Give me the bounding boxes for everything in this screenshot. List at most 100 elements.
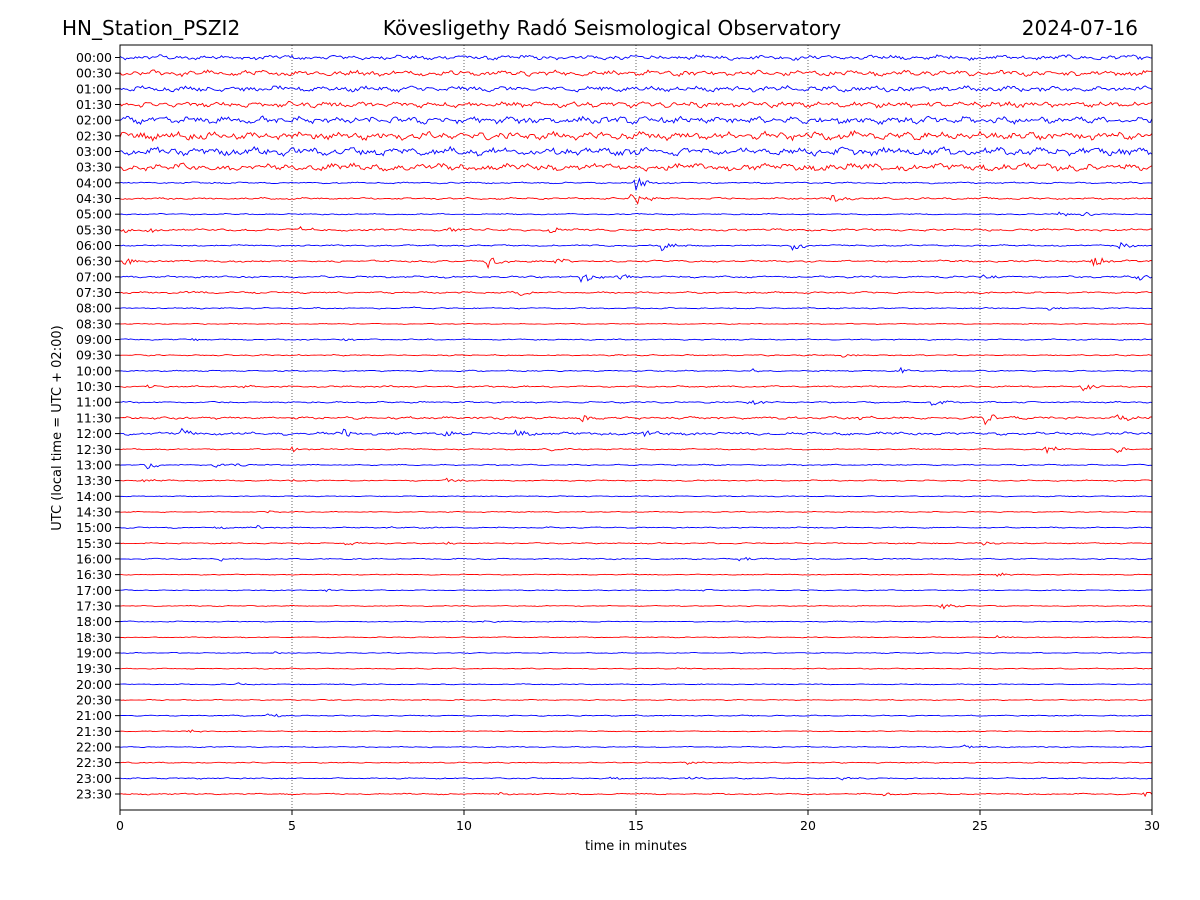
plot-frame <box>119 44 1153 811</box>
y-tick-label-0500: 05:00 <box>76 207 112 222</box>
trace-2300 <box>119 776 1153 781</box>
y-tick-label-1300: 13:00 <box>76 457 112 472</box>
trace-0530 <box>119 226 1153 234</box>
y-tick-label-0400: 04:00 <box>76 175 112 190</box>
y-tick-label-0530: 05:30 <box>76 222 112 237</box>
y-tick-label-0100: 01:00 <box>76 81 112 96</box>
y-tick-label-0130: 01:30 <box>76 97 112 112</box>
y-tick-label-1030: 10:30 <box>76 379 112 394</box>
trace-0730 <box>119 290 1153 296</box>
y-tick-label-1400: 14:00 <box>76 489 112 504</box>
trace-2130 <box>119 729 1153 734</box>
trace-1530 <box>119 541 1153 546</box>
trace-2100 <box>119 713 1153 718</box>
trace-1830 <box>119 634 1153 639</box>
trace-1700 <box>120 588 1153 593</box>
trace-1500 <box>119 524 1152 530</box>
trace-0300 <box>119 145 1153 157</box>
trace-1600 <box>119 556 1153 562</box>
trace-1330 <box>119 477 1153 483</box>
y-tick-label-1900: 19:00 <box>76 645 112 660</box>
trace-1130 <box>119 414 1153 426</box>
y-axis-label: UTC (local time = UTC + 02:00) <box>50 325 65 530</box>
seismic-traces <box>119 54 1153 798</box>
trace-1230 <box>119 445 1153 455</box>
trace-1000 <box>119 366 1153 374</box>
y-tick-label-2030: 20:30 <box>76 692 112 707</box>
y-tick-label-1200: 12:00 <box>76 426 112 441</box>
trace-2330 <box>119 791 1153 798</box>
trace-2200 <box>120 744 1153 749</box>
y-tick-label-1230: 12:30 <box>76 442 112 457</box>
y-tick-label-1330: 13:30 <box>76 473 112 488</box>
trace-0400 <box>120 176 1153 191</box>
y-tick-label-0930: 09:30 <box>76 348 112 363</box>
y-tick-label-0730: 07:30 <box>76 285 112 300</box>
x-tick-label-15: 15 <box>628 818 644 833</box>
trace-1400 <box>119 495 1153 498</box>
y-tick-label-2230: 22:30 <box>76 755 112 770</box>
y-tick-label-2000: 20:00 <box>76 677 112 692</box>
y-tick-label-1430: 14:30 <box>76 504 112 519</box>
y-tick-label-2330: 23:30 <box>76 786 112 801</box>
y-tick-label-2130: 21:30 <box>76 724 112 739</box>
y-tick-label-0430: 04:30 <box>76 191 112 206</box>
y-tick-label-2100: 21:00 <box>76 708 112 723</box>
trace-2000 <box>120 682 1153 686</box>
y-tick-label-2300: 23:00 <box>76 771 112 786</box>
trace-1300 <box>119 463 1153 470</box>
trace-0430 <box>119 194 1153 205</box>
y-tick-label-0000: 00:00 <box>76 50 112 65</box>
trace-0830 <box>119 322 1153 325</box>
date-title: 2024-07-16 <box>1022 16 1138 40</box>
x-axis-ticks: 0 5 10 15 20 25 30 <box>116 810 1160 833</box>
trace-0800 <box>119 306 1153 311</box>
y-tick-label-0700: 07:00 <box>76 269 112 284</box>
y-tick-label-1530: 15:30 <box>76 536 112 551</box>
y-axis-ticks: 00:0000:3001:0001:3002:0002:3003:0003:30… <box>76 50 120 801</box>
trace-2030 <box>119 698 1153 701</box>
y-tick-label-2200: 22:00 <box>76 739 112 754</box>
trace-1430 <box>120 510 1152 514</box>
y-tick-label-0900: 09:00 <box>76 332 112 347</box>
y-tick-label-1930: 19:30 <box>76 661 112 676</box>
y-tick-label-1800: 18:00 <box>76 614 112 629</box>
x-tick-label-20: 20 <box>800 818 816 833</box>
station-title: HN_Station_PSZI2 <box>62 16 240 40</box>
y-tick-label-0300: 03:00 <box>76 144 112 159</box>
trace-1800 <box>120 620 1153 623</box>
trace-0000 <box>119 54 1153 61</box>
x-tick-label-5: 5 <box>288 818 296 833</box>
y-tick-label-1000: 10:00 <box>76 363 112 378</box>
trace-0030 <box>119 69 1153 78</box>
observatory-title: Kövesligethy Radó Seismological Observat… <box>383 16 841 40</box>
y-tick-label-1830: 18:30 <box>76 630 112 645</box>
y-tick-label-0330: 03:30 <box>76 160 112 175</box>
trace-1200 <box>119 427 1153 438</box>
x-axis-label: time in minutes <box>585 839 687 854</box>
y-tick-label-1500: 15:00 <box>76 520 112 535</box>
y-tick-label-1130: 11:30 <box>76 410 112 425</box>
trace-0630 <box>119 257 1153 270</box>
trace-1900 <box>119 651 1153 655</box>
trace-0330 <box>119 162 1153 172</box>
trace-0900 <box>119 338 1153 342</box>
y-tick-label-1100: 11:00 <box>76 395 112 410</box>
y-tick-label-1730: 17:30 <box>76 598 112 613</box>
y-tick-label-0600: 06:00 <box>76 238 112 253</box>
x-tick-label-25: 25 <box>972 818 988 833</box>
y-tick-label-0630: 06:30 <box>76 254 112 269</box>
x-tick-label-0: 0 <box>116 818 124 833</box>
trace-0700 <box>119 274 1153 284</box>
trace-0100 <box>119 85 1153 93</box>
trace-0500 <box>119 211 1153 217</box>
trace-1030 <box>119 384 1153 392</box>
trace-1930 <box>119 667 1152 670</box>
y-tick-label-0230: 02:30 <box>76 128 112 143</box>
x-tick-label-10: 10 <box>456 818 472 833</box>
y-tick-label-1630: 16:30 <box>76 567 112 582</box>
y-tick-label-1600: 16:00 <box>76 551 112 566</box>
trace-1100 <box>119 399 1153 406</box>
x-tick-label-30: 30 <box>1144 818 1160 833</box>
